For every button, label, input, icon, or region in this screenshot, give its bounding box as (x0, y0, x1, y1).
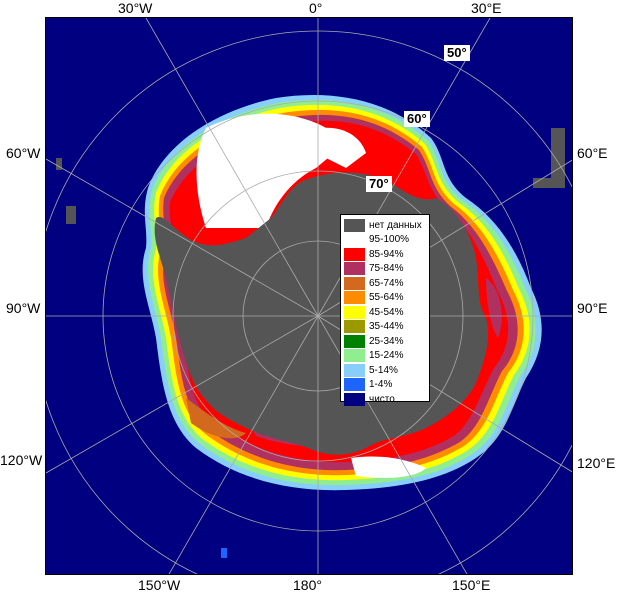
legend-item: 95-100% (344, 233, 427, 248)
lon-label-left-90w: 90°W (6, 300, 41, 316)
legend-swatch (344, 305, 365, 319)
legend-label: 5-14% (369, 364, 398, 376)
legend-swatch (344, 247, 365, 261)
legend-swatch (344, 349, 365, 363)
legend-swatch (344, 363, 365, 377)
land-speck (66, 206, 76, 224)
ice-speck (221, 548, 227, 558)
legend-label: 75-84% (369, 263, 404, 275)
lon-label-top-0: 0° (309, 0, 323, 16)
legend-item: 15-24% (344, 349, 427, 364)
lon-label-left-120w: 120°W (0, 452, 43, 468)
ice-detail-patches (175, 113, 502, 478)
legend-label: 95-100% (369, 234, 410, 246)
legend-item: 85-94% (344, 247, 427, 262)
legend-swatch (344, 218, 365, 232)
legend-item: 45-54% (344, 305, 427, 320)
legend-label: 85-94% (369, 248, 404, 260)
lon-label-bottom-180: 180° (293, 577, 322, 593)
legend-item: нет данных (344, 218, 427, 233)
sea-ice-map (45, 17, 573, 575)
land-speck (533, 178, 553, 188)
lon-label-top-30e: 30°E (471, 0, 502, 16)
lon-label-top-30w: 30°W (118, 0, 153, 16)
legend-label: нет данных (369, 219, 422, 231)
lon-label-right-90e: 90°E (577, 300, 608, 316)
legend-swatch (344, 392, 365, 406)
legend-item: 1-4% (344, 378, 427, 393)
lat-label-60: 60° (404, 111, 430, 127)
legend-swatch (344, 378, 365, 392)
legend-label: 45-54% (369, 306, 404, 318)
legend-label: 1-4% (369, 379, 393, 391)
legend-swatch (344, 320, 365, 334)
legend-label: 15-24% (369, 350, 404, 362)
legend-label: чисто (369, 393, 395, 405)
legend-item: 25-34% (344, 334, 427, 349)
legend-label: 35-44% (369, 321, 404, 333)
legend-label: 65-74% (369, 277, 404, 289)
map-canvas (46, 18, 572, 574)
lat-label-70: 70° (366, 176, 392, 192)
legend-swatch (344, 291, 365, 305)
land-speck (551, 128, 565, 188)
lon-label-left-60w: 60°W (6, 145, 41, 161)
legend-label: 25-34% (369, 335, 404, 347)
legend-swatch (344, 334, 365, 348)
legend-item: 65-74% (344, 276, 427, 291)
legend-item: 5-14% (344, 363, 427, 378)
legend-item: 55-64% (344, 291, 427, 306)
legend-swatch (344, 233, 365, 247)
lon-label-right-120e: 120°E (577, 455, 616, 471)
land-speck (56, 158, 62, 170)
legend-item: 75-84% (344, 262, 427, 277)
legend-swatch (344, 276, 365, 290)
lon-label-right-60e: 60°E (577, 145, 608, 161)
lon-label-bottom-150w: 150°W (138, 577, 181, 593)
lon-label-bottom-150e: 150°E (452, 577, 491, 593)
legend-label: 55-64% (369, 292, 404, 304)
legend-swatch (344, 262, 365, 276)
legend-item: чисто (344, 392, 427, 407)
legend: нет данных 95-100% 85-94% 75-84% 65-74% 55-64… (340, 214, 430, 406)
lat-label-50: 50° (444, 45, 470, 61)
legend-item: 35-44% (344, 320, 427, 335)
